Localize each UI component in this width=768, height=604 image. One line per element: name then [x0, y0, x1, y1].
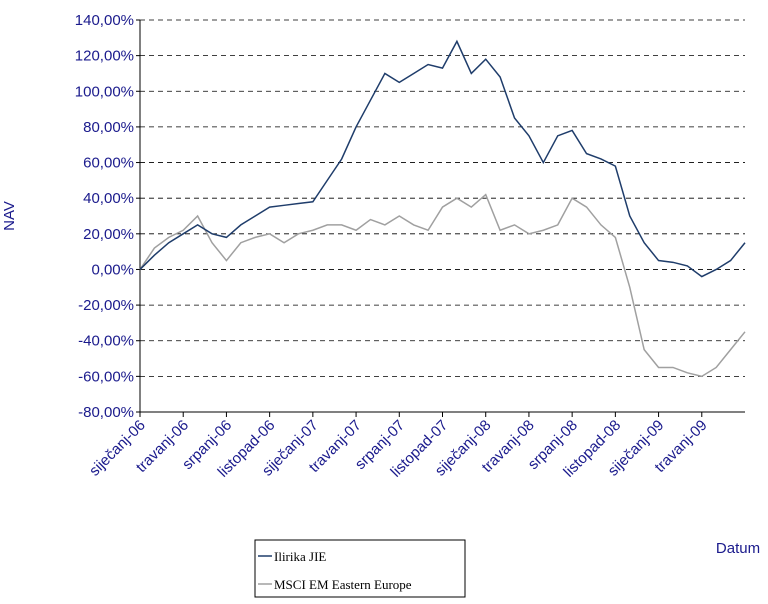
legend-label: MSCI EM Eastern Europe: [274, 577, 412, 592]
y-tick-label: 0,00%: [91, 261, 134, 278]
series-line: [139, 39, 746, 278]
y-axis-label: NAV: [1, 201, 18, 231]
y-tick-label: 120,00%: [75, 48, 134, 65]
y-tick-label: 140,00%: [75, 12, 134, 29]
x-axis-label: Datum: [716, 540, 760, 557]
y-tick-label: -40,00%: [78, 333, 134, 350]
y-tick-label: -80,00%: [78, 404, 134, 421]
y-tick-label: -60,00%: [78, 368, 134, 385]
y-tick-label: 80,00%: [83, 119, 134, 136]
y-tick-label: -20,00%: [78, 297, 134, 314]
y-tick-label: 100,00%: [75, 83, 134, 100]
legend-box: [254, 539, 466, 598]
series-line: [139, 193, 746, 378]
y-tick-label: 60,00%: [83, 155, 134, 172]
legend-label: Ilirika JIE: [274, 549, 326, 564]
y-tick-label: 20,00%: [83, 226, 134, 243]
y-tick-label: 40,00%: [83, 190, 134, 207]
